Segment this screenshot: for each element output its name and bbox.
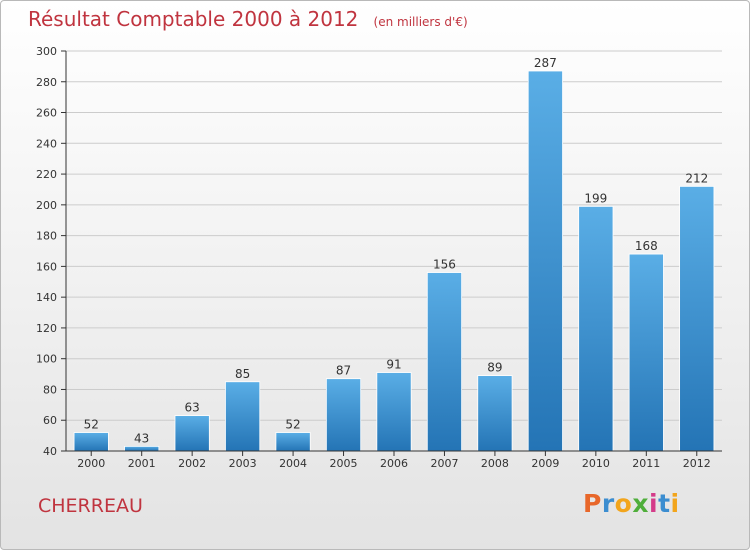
y-tick-label: 80	[43, 383, 57, 396]
chart-title: Résultat Comptable 2000 à 2012	[28, 7, 359, 31]
bar-2002	[174, 415, 210, 452]
chart-subtitle: (en milliers d'€)	[373, 15, 468, 29]
bar-2009	[527, 70, 563, 452]
x-tick-label-2002: 2002	[178, 457, 206, 470]
value-label-2005: 87	[336, 364, 351, 378]
bar-2007	[426, 272, 463, 452]
value-label-2008: 89	[487, 361, 502, 375]
logo-letter: i	[670, 489, 680, 518]
logo-letter: o	[614, 489, 633, 518]
bar-2006	[376, 372, 412, 452]
y-tick-label: 280	[36, 76, 57, 89]
logo-letter: t	[658, 489, 671, 518]
y-tick-label: 220	[36, 168, 57, 181]
y-tick-label: 100	[36, 353, 57, 366]
value-label-2012: 212	[685, 171, 708, 185]
y-tick-label: 300	[36, 45, 57, 58]
y-tick-label: 260	[36, 107, 57, 120]
x-tick-label-2010: 2010	[582, 457, 610, 470]
bar-layer: 52 43 63 85 52 87 91 156 89 287 199 168 212	[73, 56, 715, 452]
bar-2008	[477, 375, 513, 452]
axis-layer: 40 60 80 100 120 140 160 180 200 220 240 260 280 300 2…	[36, 45, 722, 470]
y-tick-label: 60	[43, 414, 57, 427]
bar-2000	[73, 432, 109, 452]
x-tick-label-2012: 2012	[683, 457, 711, 470]
x-tick-label-2008: 2008	[481, 457, 509, 470]
x-tick-label-2009: 2009	[531, 457, 559, 470]
bar-2010	[578, 205, 614, 452]
bar-2011	[628, 253, 664, 452]
value-label-2006: 91	[386, 358, 401, 372]
value-label-2010: 199	[584, 191, 607, 205]
bar-2004	[275, 432, 311, 452]
x-tick-label-2001: 2001	[128, 457, 156, 470]
value-label-2000: 52	[84, 418, 99, 432]
value-label-2004: 52	[285, 418, 300, 432]
value-label-2009: 287	[534, 56, 557, 70]
logo-letter: r	[601, 489, 615, 518]
logo-letter: x	[632, 489, 649, 518]
value-label-2002: 63	[185, 401, 200, 415]
y-tick-label: 200	[36, 199, 57, 212]
value-label-2007: 156	[433, 258, 456, 272]
logo-letter: i	[649, 489, 659, 518]
value-label-2001: 43	[134, 431, 149, 445]
x-tick-label-2005: 2005	[330, 457, 358, 470]
logo-letter: P	[583, 489, 602, 518]
proxiti-logo: Proxiti	[583, 489, 680, 518]
x-tick-label-2004: 2004	[279, 457, 307, 470]
commune-name: CHERREAU	[38, 495, 143, 517]
bar-2005	[325, 378, 362, 452]
x-tick-label-2011: 2011	[632, 457, 660, 470]
chart-title-row: Résultat Comptable 2000 à 2012 (en milli…	[28, 7, 468, 31]
y-tick-label: 240	[36, 137, 57, 150]
y-tick-label: 120	[36, 322, 57, 335]
value-label-2003: 85	[235, 367, 250, 381]
x-tick-label-2000: 2000	[77, 457, 105, 470]
bar-2003	[225, 381, 261, 452]
bar-chart: 52 43 63 85 52 87 91 156 89 287 199 168 212 40 60 80 10…	[36, 45, 722, 470]
y-tick-label: 40	[43, 445, 57, 458]
bar-2012	[679, 185, 715, 452]
x-tick-label-2006: 2006	[380, 457, 408, 470]
y-tick-label: 180	[36, 230, 57, 243]
x-tick-label-2007: 2007	[430, 457, 458, 470]
value-label-2011: 168	[635, 239, 658, 253]
y-tick-label: 140	[36, 291, 57, 304]
bar-2001	[124, 445, 160, 452]
y-tick-label: 160	[36, 260, 57, 273]
x-tick-label-2003: 2003	[229, 457, 257, 470]
